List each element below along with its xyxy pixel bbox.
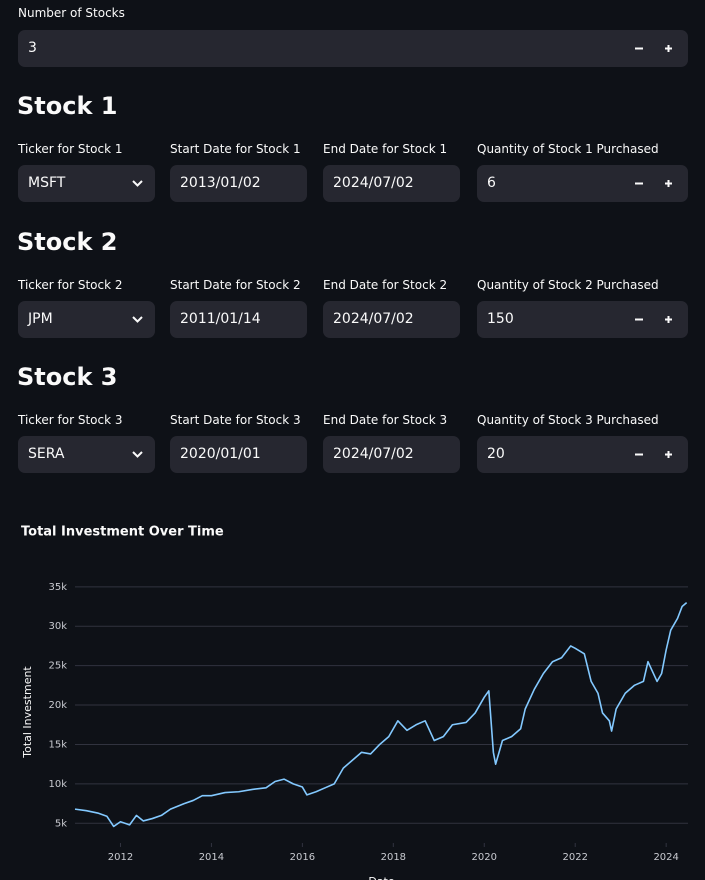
date-input[interactable]: 2011/01/14 xyxy=(170,300,307,338)
select[interactable]: JPM xyxy=(18,300,155,338)
input-label: Ticker for Stock 2 xyxy=(18,277,123,292)
chevron-icon xyxy=(132,180,143,187)
select[interactable]: SERA xyxy=(18,436,155,473)
number-input[interactable]: 150 xyxy=(477,300,688,338)
date-input[interactable]: 2020/01/01 xyxy=(170,436,307,473)
section-heading: Stock 2 xyxy=(17,227,118,256)
date-input[interactable]: 2024/07/02 xyxy=(323,300,460,338)
y-tick-label: 20k xyxy=(48,700,67,711)
input-label: Number of Stocks xyxy=(18,6,125,20)
x-tick-label: 2016 xyxy=(290,852,315,863)
input-value: 3 xyxy=(28,40,37,56)
y-tick-label: 10k xyxy=(48,779,67,790)
number-input[interactable]: 20 xyxy=(477,436,688,473)
x-axis-label: Date xyxy=(368,875,395,880)
date-input[interactable]: 2013/01/02 xyxy=(170,165,307,202)
input-value: JPM xyxy=(28,310,53,327)
chevron-icon xyxy=(132,315,143,323)
input-value: 20 xyxy=(487,446,505,462)
x-tick-label: 2020 xyxy=(472,852,497,863)
y-axis-label: Total Investment xyxy=(21,666,34,759)
input-value: MSFT xyxy=(28,175,66,191)
date-input[interactable]: 2024/07/02 xyxy=(323,436,460,473)
input-label: Start Date for Stock 2 xyxy=(170,277,301,292)
stepper[interactable] xyxy=(628,436,688,473)
y-tick-label: 5k xyxy=(55,818,67,829)
input-label: End Date for Stock 1 xyxy=(323,142,448,156)
stepper[interactable] xyxy=(628,301,688,338)
stepper[interactable] xyxy=(628,165,688,202)
data-line xyxy=(74,601,688,828)
y-tick-label: 25k xyxy=(48,661,67,672)
dropdown-chevron[interactable] xyxy=(125,165,155,202)
number-input[interactable]: 3 xyxy=(18,30,688,67)
input-label: Quantity of Stock 1 Purchased xyxy=(477,142,659,156)
input-value: 150 xyxy=(487,310,514,327)
number-input[interactable]: 6 xyxy=(477,165,688,202)
section-heading: Stock 1 xyxy=(17,92,118,120)
select[interactable]: MSFT xyxy=(18,165,155,202)
input-value: 2020/01/01 xyxy=(180,446,261,462)
dropdown-chevron[interactable] xyxy=(125,436,155,473)
y-tick-label: 30k xyxy=(48,621,67,632)
chevron-icon xyxy=(132,451,143,458)
input-value: 2024/07/02 xyxy=(333,310,414,327)
section-heading: Stock 3 xyxy=(17,363,118,391)
x-tick-label: 2014 xyxy=(199,852,224,863)
input-label: End Date for Stock 3 xyxy=(323,413,448,427)
input-value: 2024/07/02 xyxy=(333,175,414,191)
input-label: Start Date for Stock 3 xyxy=(170,413,301,427)
input-label: Quantity of Stock 3 Purchased xyxy=(477,413,659,427)
input-label: Quantity of Stock 2 Purchased xyxy=(477,277,659,292)
input-value: 2011/01/14 xyxy=(180,310,261,327)
x-tick-label: 2022 xyxy=(562,852,587,863)
input-value: 2024/07/02 xyxy=(333,446,414,462)
dropdown-chevron[interactable] xyxy=(125,301,155,338)
x-tick-label: 2012 xyxy=(108,852,133,863)
y-tick-label: 15k xyxy=(48,739,67,750)
input-value: 2013/01/02 xyxy=(180,175,261,191)
y-tick-label: 35k xyxy=(48,582,67,593)
date-input[interactable]: 2024/07/02 xyxy=(323,165,460,202)
input-label: End Date for Stock 2 xyxy=(323,277,448,292)
chart-title: Total Investment Over Time xyxy=(21,525,224,540)
input-label: Start Date for Stock 1 xyxy=(170,142,301,156)
input-label: Ticker for Stock 1 xyxy=(18,142,123,156)
x-tick-label: 2024 xyxy=(653,852,678,863)
stepper[interactable] xyxy=(628,30,688,67)
x-tick-label: 2018 xyxy=(381,852,406,863)
input-value: 6 xyxy=(487,175,496,191)
input-value: SERA xyxy=(28,446,65,462)
input-label: Ticker for Stock 3 xyxy=(18,413,123,427)
